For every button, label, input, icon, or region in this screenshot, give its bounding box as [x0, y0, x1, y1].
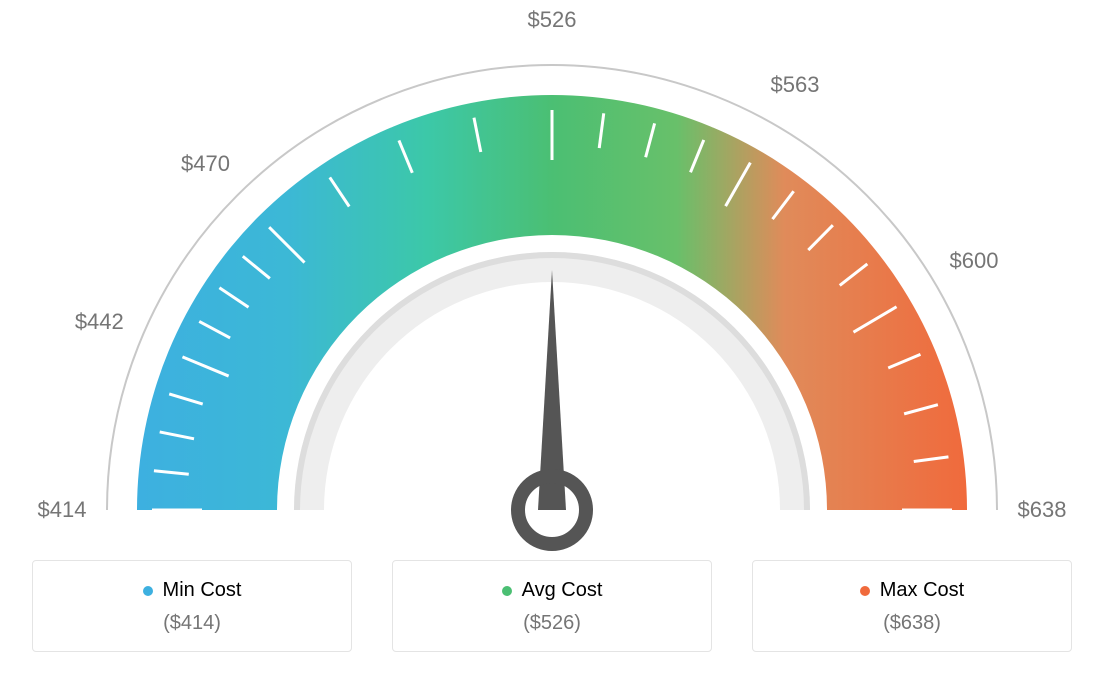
legend-value-max: ($638) — [763, 612, 1061, 635]
gauge-tick-label: $638 — [1018, 497, 1067, 523]
gauge-svg — [0, 0, 1104, 560]
legend-label: Max Cost — [880, 579, 964, 602]
legend-title-min: Min Cost — [143, 579, 242, 602]
dot-icon — [143, 586, 153, 596]
gauge-tick-label: $442 — [75, 309, 124, 335]
legend-label: Avg Cost — [522, 579, 603, 602]
cost-gauge: $414 $442 $470 $526 $563 $600 $638 — [0, 0, 1104, 560]
legend-value-avg: ($526) — [403, 612, 701, 635]
gauge-tick-label: $414 — [38, 497, 87, 523]
legend-title-max: Max Cost — [860, 579, 964, 602]
gauge-tick-label: $526 — [528, 7, 577, 33]
legend-card-min: Min Cost ($414) — [32, 560, 352, 652]
legend-label: Min Cost — [163, 579, 242, 602]
gauge-tick-label: $600 — [950, 248, 999, 274]
dot-icon — [860, 586, 870, 596]
legend-value-min: ($414) — [43, 612, 341, 635]
legend-row: Min Cost ($414) Avg Cost ($526) Max Cost… — [0, 560, 1104, 652]
legend-card-max: Max Cost ($638) — [752, 560, 1072, 652]
gauge-tick-label: $470 — [181, 151, 230, 177]
legend-card-avg: Avg Cost ($526) — [392, 560, 712, 652]
gauge-tick-label: $563 — [771, 72, 820, 98]
dot-icon — [502, 586, 512, 596]
legend-title-avg: Avg Cost — [502, 579, 603, 602]
